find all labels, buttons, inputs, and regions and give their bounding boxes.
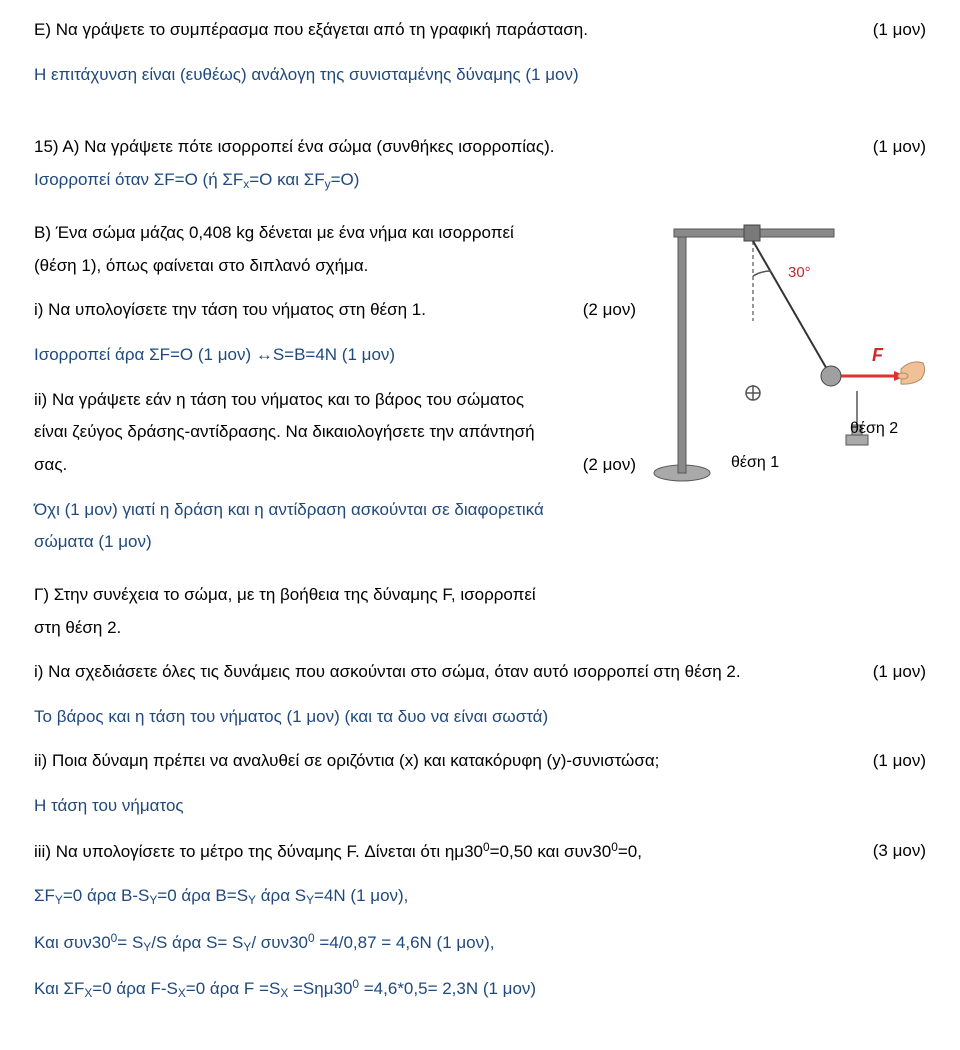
angle-label: 30° [788,264,811,281]
question-15b-l2: (θέση 1), όπως φαίνεται στο διπλανό σχήμ… [34,254,636,279]
question-15b-ii-l1: ii) Να γράψετε εάν η τάση του νήματος κα… [34,388,636,413]
question-15b-ii-ans1: Όχι (1 μον) γιατί η δράση και η αντίδρασ… [34,498,636,523]
question-15c-ii: ii) Ποια δύναμη πρέπει να αναλυθεί σε ορ… [34,749,926,774]
question-15a-answer: Ισορροπεί όταν ΣF=Ο (ή ΣFx=Ο και ΣFy=Ο) [34,168,926,193]
question-e: Ε) Να γράψετε το συμπέρασμα που εξάγεται… [34,18,926,43]
left-column: Β) Ένα σώμα μάζας 0,408 kg δένεται με έν… [34,221,646,648]
question-15b-ii-ans2: σώματα (1 μον) [34,530,636,555]
question-15a-points: (1 μον) [873,135,926,160]
question-15a-text: 15) Α) Να γράψετε πότε ισορροπεί ένα σώμ… [34,135,566,160]
question-15c-i-answer: Το βάρος και η τάση του νήματος (1 μον) … [34,705,926,730]
question-15a: 15) Α) Να γράψετε πότε ισορροπεί ένα σώμ… [34,135,926,160]
question-e-answer: Η επιτάχυνση είναι (ευθέως) ανάλογη της … [34,63,926,88]
force-f-label: F [872,345,884,365]
ans3-line1: ΣFY=0 άρα Β-SY=0 άρα Β=SY άρα SY=4Ν (1 μ… [34,884,926,909]
position-2-label: θέση 2 [850,417,898,440]
question-15c-iii: iii) Να υπολογίσετε το μέτρο της δύναμης… [34,839,926,865]
question-e-text: Ε) Να γράψετε το συμπέρασμα που εξάγεται… [34,18,600,43]
question-15b-block: Β) Ένα σώμα μάζας 0,408 kg δένεται με έν… [34,221,926,648]
question-15c-l1: Γ) Στην συνέχεια το σώμα, με τη βοήθεια … [34,583,636,608]
question-e-points: (1 μον) [873,18,926,43]
question-15b-i: i) Να υπολογίσετε την τάση του νήματος σ… [34,298,636,323]
position-1-label: θέση 1 [731,451,779,474]
question-15b-i-answer: Ισορροπεί άρα ΣF=Ο (1 μον) ↔S=B=4N (1 μο… [34,343,636,368]
pendulum-figure: 30° F [646,221,926,491]
question-15c-i: i) Να σχεδιάσετε όλες τις δυνάμεις που α… [34,660,926,685]
question-15c-iii-text: iii) Να υπολογίσετε το μέτρο της δύναμης… [34,839,654,865]
question-15b-l1: Β) Ένα σώμα μάζας 0,408 kg δένεται με έν… [34,221,636,246]
page: Ε) Να γράψετε το συμπέρασμα που εξάγεται… [0,0,960,1050]
question-15c-ii-answer: Η τάση του νήματος [34,794,926,819]
ans3-line2: Και συν300= SY/S άρα S= SY/ συν300 =4/0,… [34,930,926,956]
figure-panel: 30° F θέση 1 θέση 2 [646,221,926,648]
question-15b-ii-l3: σας. (2 μον) [34,453,636,478]
question-15c-l2: στη θέση 2. [34,616,636,641]
question-15b-ii-l2: είναι ζεύγος δράσης-αντίδρασης. Να δικαι… [34,420,636,445]
ans3-line3: Και ΣFX=0 άρα F-SX=0 άρα F =SX =Sημ300 =… [34,976,926,1002]
